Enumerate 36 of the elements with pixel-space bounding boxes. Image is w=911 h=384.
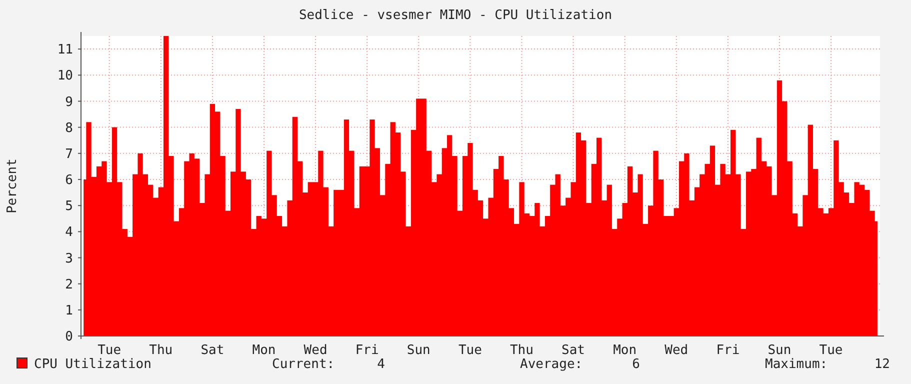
- y-tick-label: 10: [57, 68, 73, 84]
- y-tick-label: 3: [65, 251, 73, 266]
- y-tick-label: 2: [65, 277, 73, 292]
- x-tick-label: Fri: [355, 343, 379, 358]
- y-tick-label: 7: [65, 146, 73, 162]
- y-tick-label: 8: [65, 120, 73, 136]
- x-tick-label: Tue: [98, 343, 122, 358]
- x-tick-label: Thu: [149, 343, 173, 358]
- text: Maximum:: [765, 357, 828, 372]
- x-tick-label: Sun: [406, 343, 430, 358]
- y-axis-title: Percent: [5, 158, 20, 214]
- text: 6: [632, 357, 640, 372]
- y-tick-label: 5: [65, 199, 73, 214]
- x-tick-label: Sat: [562, 343, 586, 358]
- y-tick-label: 1: [65, 303, 73, 318]
- y-tick-label: 4: [65, 225, 74, 240]
- x-tick-label: Thu: [510, 343, 534, 358]
- text: 4: [377, 357, 386, 372]
- x-tick-label: Sun: [768, 343, 792, 358]
- text: 12: [874, 357, 890, 372]
- series-label: CPU Utilization: [34, 357, 152, 372]
- x-tick-label: Mon: [613, 343, 637, 358]
- x-tick-label: Mon: [252, 343, 276, 358]
- y-tick-label: 6: [65, 173, 73, 188]
- text: Average:: [520, 357, 583, 372]
- text: Current:: [272, 357, 335, 372]
- y-tick-label: 0: [65, 330, 73, 345]
- x-tick-label: Wed: [304, 343, 328, 358]
- x-tick-label: Wed: [664, 343, 688, 358]
- x-tick-label: Sat: [200, 343, 224, 358]
- x-tick-label: Fri: [716, 343, 740, 358]
- x-tick-label: Tue: [819, 343, 843, 358]
- y-tick-label: 9: [65, 94, 73, 110]
- chart-title: Sedlice - vsesmer MIMO - CPU Utilization: [298, 8, 612, 23]
- y-tick-label: 11: [57, 42, 73, 58]
- x-tick-label: Tue: [458, 343, 482, 358]
